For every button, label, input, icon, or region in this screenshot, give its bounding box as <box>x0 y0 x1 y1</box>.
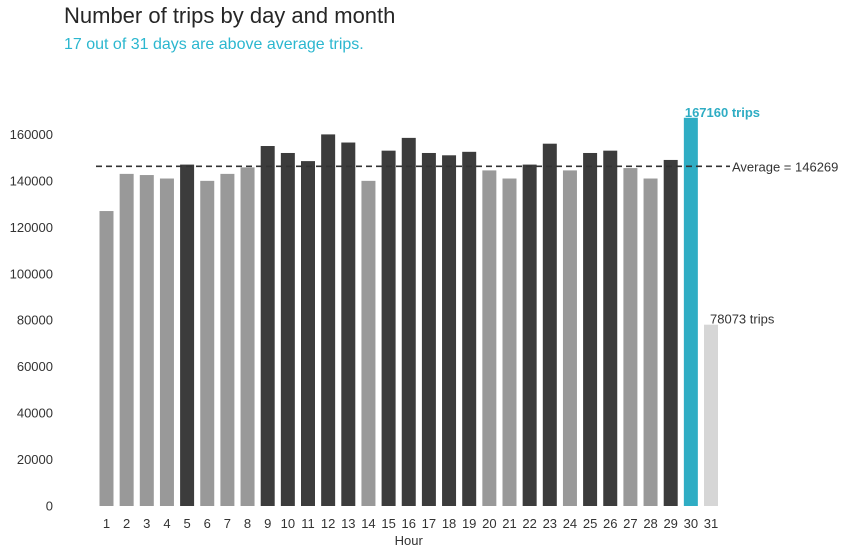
x-tick-label: 8 <box>244 516 251 531</box>
y-tick-label: 140000 <box>10 173 53 188</box>
x-tick-label: 28 <box>643 516 657 531</box>
x-tick-label: 12 <box>321 516 335 531</box>
bar <box>522 164 537 506</box>
x-tick-label: 14 <box>361 516 375 531</box>
x-tick-label: 31 <box>704 516 718 531</box>
bar <box>643 178 658 506</box>
x-tick-label: 18 <box>442 516 456 531</box>
x-tick-label: 16 <box>402 516 416 531</box>
bar <box>240 167 255 506</box>
bar <box>704 324 718 506</box>
x-tick-label: 30 <box>684 516 698 531</box>
bar <box>301 161 315 506</box>
bar <box>180 164 195 506</box>
x-tick-label: 9 <box>264 516 271 531</box>
x-tick-label: 3 <box>143 516 150 531</box>
bar <box>139 175 154 506</box>
bar <box>321 134 336 506</box>
bar <box>99 211 114 507</box>
y-tick-label: 100000 <box>10 266 53 281</box>
x-tick-label: 21 <box>502 516 516 531</box>
y-tick-label: 20000 <box>17 452 53 467</box>
x-axis-ticks: 1 2 3 4 5 6 7 8 9 10 11 12 13 14 15 16 17 18 19 20 21 22 23 24 2… <box>103 516 718 531</box>
y-tick-label: 160000 <box>10 127 53 142</box>
x-tick-label: 27 <box>623 516 637 531</box>
bars <box>99 117 718 507</box>
x-tick-label: 23 <box>543 516 557 531</box>
y-tick-label: 80000 <box>17 313 53 328</box>
bar <box>341 142 356 506</box>
bar <box>603 150 618 506</box>
bar <box>280 152 295 507</box>
x-tick-label: 15 <box>381 516 395 531</box>
chart-title: Number of trips by day and month <box>64 3 396 28</box>
x-tick-label: 22 <box>522 516 536 531</box>
x-axis-label: Hour <box>395 533 424 548</box>
x-tick-label: 17 <box>422 516 436 531</box>
x-tick-label: 20 <box>482 516 496 531</box>
bar <box>200 180 215 506</box>
x-tick-label: 7 <box>224 516 231 531</box>
bar <box>401 137 416 507</box>
average-label: Average = 146269 <box>732 159 838 174</box>
x-tick-label: 29 <box>663 516 677 531</box>
x-tick-label: 11 <box>301 516 315 531</box>
y-tick-label: 40000 <box>17 406 53 421</box>
bar <box>683 117 698 506</box>
bar <box>119 173 134 506</box>
x-tick-label: 5 <box>183 516 190 531</box>
bar <box>361 180 376 506</box>
bar <box>542 143 557 506</box>
bar <box>562 170 577 506</box>
x-tick-label: 25 <box>583 516 597 531</box>
x-tick-label: 4 <box>163 516 170 531</box>
x-tick-label: 13 <box>341 516 355 531</box>
bar <box>159 178 174 506</box>
max-bar-label: 167160 trips <box>685 105 760 120</box>
chart-subtitle: 17 out of 31 days are above average trip… <box>64 36 364 53</box>
x-tick-label: 1 <box>103 516 110 531</box>
x-tick-label: 24 <box>563 516 577 531</box>
bar <box>482 170 497 506</box>
bar <box>442 155 457 507</box>
y-axis-ticks: 0 20000 40000 60000 80000 100000 120000 140000 1… <box>10 127 53 514</box>
x-tick-label: 2 <box>123 516 130 531</box>
min-bar-label: 78073 trips <box>710 312 775 327</box>
x-tick-label: 19 <box>462 516 476 531</box>
y-tick-label: 60000 <box>17 359 53 374</box>
y-tick-label: 120000 <box>10 220 53 235</box>
bar <box>502 178 517 506</box>
y-tick-label: 0 <box>46 499 53 514</box>
x-tick-label: 6 <box>204 516 211 531</box>
bar <box>623 168 638 507</box>
bar <box>583 152 598 507</box>
bar <box>421 152 436 507</box>
bar <box>462 151 477 506</box>
bar <box>260 146 275 506</box>
x-tick-label: 10 <box>281 516 295 531</box>
bar <box>381 150 396 506</box>
bar <box>220 173 235 506</box>
x-tick-label: 26 <box>603 516 617 531</box>
bar <box>663 159 678 506</box>
